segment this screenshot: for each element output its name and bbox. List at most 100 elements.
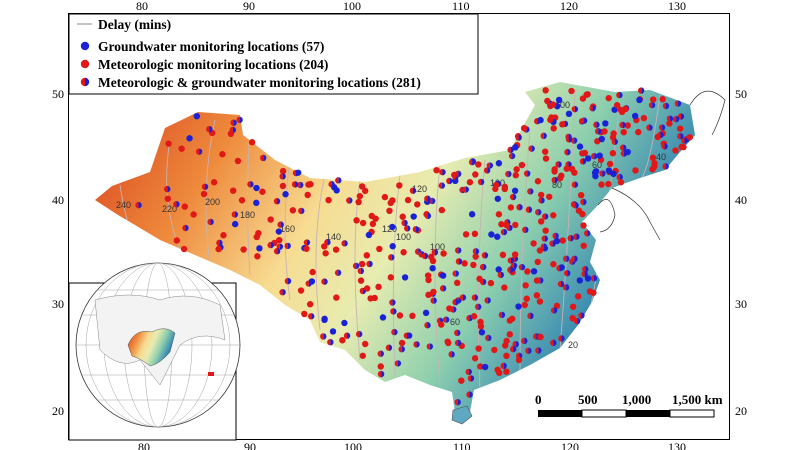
station-dot-both [505,170,512,178]
station-dot-groundwater [468,211,476,218]
station-dot-meteorologic [339,337,346,344]
station-dot-both [467,375,475,382]
station-dot-both [564,148,571,156]
station-dot-both [677,133,684,140]
station-dot-both [279,288,286,296]
station-dot-meteorologic [605,94,612,102]
contour-label: 20 [568,340,578,350]
station-dot-meteorologic [475,161,482,168]
station-dot-both [439,285,447,292]
station-dot-both [321,278,328,285]
station-dot-meteorologic [666,120,673,127]
station-dot-both [455,170,462,178]
station-dot-meteorologic [512,172,520,179]
station-dot-meteorologic [375,283,382,291]
station-dot-meteorologic [649,96,657,103]
station-dot-both [305,280,312,287]
station-dot-groundwater [602,120,609,127]
station-dot-both [412,226,420,233]
station-dot-groundwater [256,245,263,252]
station-dot-both [201,183,209,190]
station-dot-both [267,241,274,249]
station-dot-meteorologic [307,181,314,188]
station-dot-both [292,169,300,177]
station-dot-meteorologic [491,346,498,354]
station-dot-meteorologic [279,167,287,175]
contour-label: 140 [326,232,341,242]
station-dot-meteorologic [210,179,218,186]
station-dot-meteorologic [503,368,510,375]
station-dot-both [616,173,623,181]
right-tick: 40 [735,193,747,207]
station-dot-meteorologic [606,160,614,168]
station-dot-meteorologic [356,192,364,200]
station-dot-meteorologic [601,128,608,135]
scale-label-0: 0 [535,392,542,407]
station-dot-meteorologic [462,231,470,238]
station-dot-meteorologic [309,268,316,276]
station-dot-both [284,277,292,285]
station-dot-both [403,332,411,339]
station-dot-both [352,262,360,270]
station-dot-both [474,303,482,311]
station-dot-meteorologic [609,150,617,157]
station-dot-meteorologic [520,124,528,132]
station-dot-meteorologic [429,257,437,265]
monitoring-locations [135,87,694,406]
station-dot-meteorologic [400,249,407,256]
station-dot-meteorologic [537,191,545,199]
station-dot-both [430,297,437,304]
station-dot-both [593,121,600,128]
station-dot-both [525,347,532,354]
station-dot-meteorologic [542,87,549,94]
station-dot-both [307,313,315,320]
station-dot-both [646,124,653,131]
station-dot-groundwater [439,272,447,279]
station-dot-meteorologic [289,207,297,214]
station-dot-meteorologic [518,161,526,169]
station-dot-both [279,173,286,180]
station-dot-meteorologic [580,222,587,229]
station-dot-both [538,197,545,204]
station-dot-meteorologic [632,167,639,174]
station-dot-groundwater [584,275,592,282]
station-dot-both [334,269,342,276]
station-dot-both [335,177,342,184]
station-dot-both [509,193,517,201]
station-dot-meteorologic [530,240,537,247]
station-dot-meteorologic [398,339,406,347]
station-dot-groundwater [576,277,583,284]
station-dot-both [551,176,558,184]
station-dot-meteorologic [579,95,587,102]
station-dot-groundwater [631,112,639,120]
station-dot-meteorologic [537,333,544,341]
station-dot-both [343,332,351,339]
station-dot-groundwater [605,167,613,174]
station-dot-both [485,334,492,342]
station-dot-meteorologic [438,206,446,214]
contour-label: 120 [412,184,427,194]
station-dot-both [528,145,535,152]
station-dot-groundwater [596,152,603,159]
station-dot-meteorologic [617,106,624,114]
station-dot-meteorologic [680,143,687,151]
station-dot-groundwater [478,329,486,336]
station-dot-groundwater [512,144,519,151]
station-dot-groundwater [553,237,561,245]
station-dot-both [298,207,305,215]
station-dot-meteorologic [605,180,612,188]
station-dot-meteorologic [386,207,393,215]
station-dot-meteorologic [586,288,594,295]
station-dot-both [206,125,213,133]
station-dot-meteorologic [581,149,589,157]
station-dot-meteorologic [547,116,554,124]
station-dot-meteorologic [355,198,362,206]
station-dot-meteorologic [301,310,308,318]
station-dot-meteorologic [676,125,684,132]
station-dot-meteorologic [569,303,577,310]
station-dot-groundwater [494,233,501,240]
station-dot-both [662,163,669,170]
station-dot-meteorologic [568,87,575,95]
station-dot-both [477,178,485,186]
legend-label-groundwater: Groundwater monitoring locations (57) [98,39,324,54]
